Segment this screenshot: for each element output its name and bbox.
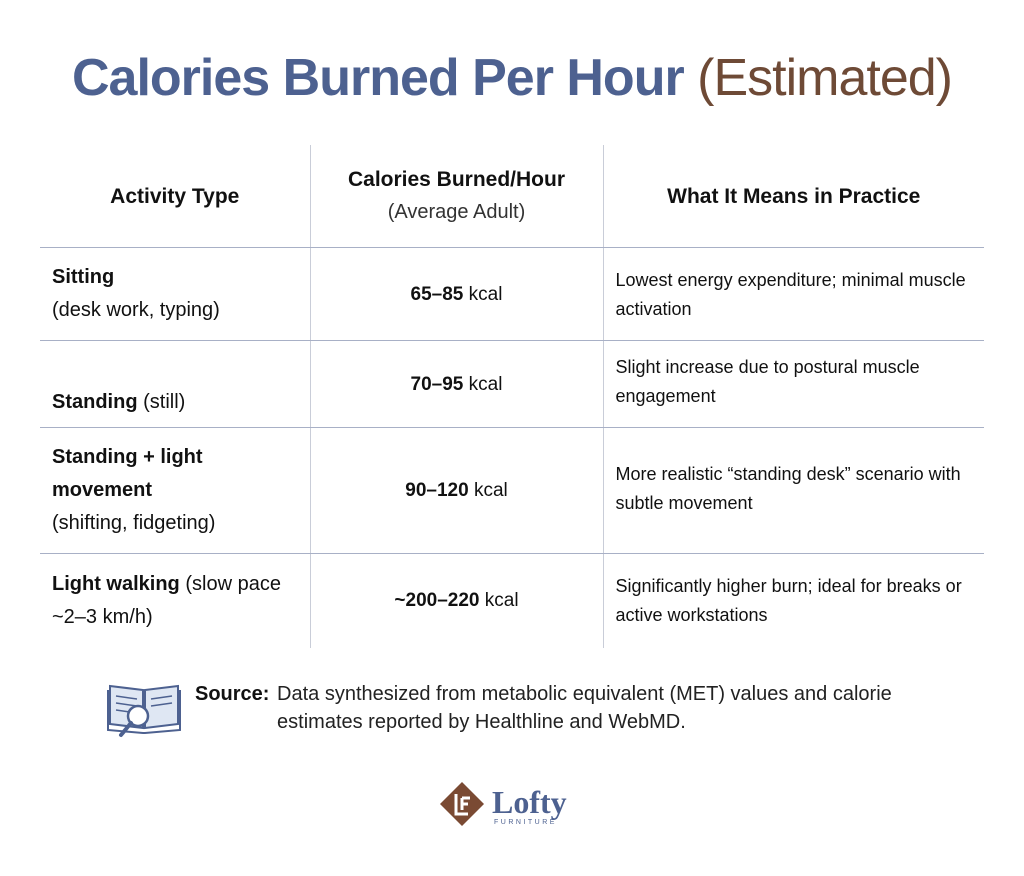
activity-name: Standing — [52, 391, 138, 413]
activity-name: Light walking — [52, 572, 180, 595]
calories-range: 65–85 — [410, 283, 464, 305]
table-row: Sitting (desk work, typing) 65–85 kcal Lo… — [40, 247, 984, 341]
logo-tagline: FURNITURE — [494, 819, 557, 826]
activity-detail: (shifting, fidgeting) — [52, 512, 216, 534]
calories-cell: ~200–220 kcal — [309, 553, 603, 648]
title-main: Calories Burned Per Hour — [71, 49, 685, 107]
activity-cell: Standing + light movement (shifting, fidg… — [40, 427, 310, 554]
meaning-cell: Lowest energy expenditure; minimal muscl… — [602, 247, 984, 341]
title: Calories Burned Per Hour (Estimated) — [0, 48, 1024, 108]
header-subtitle: (Average Adult) — [387, 201, 526, 223]
meaning-cell: Significantly higher burn; ideal for bre… — [602, 553, 984, 648]
table-row: Light walking (slow pace ~2–3 km/h) ~200… — [40, 553, 984, 648]
activity-detail: (desk work, typing) — [52, 299, 220, 321]
activity-cell: Light walking (slow pace ~2–3 km/h) — [40, 554, 310, 648]
activity-name: Sitting — [52, 266, 115, 288]
source: Source: Data synthesized from metabolic … — [195, 680, 977, 736]
activity-detail: (slow pace ~2–3 km/h) — [52, 572, 281, 628]
logo-name: Lofty — [492, 784, 567, 820]
calories-unit: kcal — [484, 590, 519, 612]
calories-cell: 65–85 kcal — [309, 247, 603, 341]
activity-detail: (still) — [143, 391, 186, 413]
meaning-cell: Slight increase due to postural muscle e… — [602, 340, 984, 428]
logo-mark: Lofty FURNITURE — [440, 782, 567, 826]
header-cell: What It Means in Practice — [602, 145, 984, 248]
header-cell: Calories Burned/Hour (Average Adult) — [309, 145, 603, 248]
table-row: Standing (still) 70–95 kcal Slight incre… — [40, 340, 984, 428]
calories-range: 70–95 — [410, 373, 464, 395]
book-icon — [107, 684, 181, 737]
calories-unit: kcal — [473, 480, 508, 501]
source-label: Source: — [195, 683, 270, 705]
activity-cell: Sitting (desk work, typing) — [40, 247, 310, 341]
calories-cell: 70–95 kcal — [309, 340, 603, 428]
header-title: Calories Burned/Hour — [347, 168, 566, 191]
activity-cell: Standing (still) — [40, 340, 310, 428]
calories-range: 90–120 — [405, 480, 469, 501]
table-row: Standing + light movement (shifting, fidg… — [40, 427, 984, 554]
title-sub: (Estimated) — [697, 49, 953, 107]
calories-unit: kcal — [468, 373, 503, 395]
header-title: Activity Type — [110, 184, 240, 208]
activity-name: Standing + light movement — [52, 446, 203, 501]
calories-range: ~200–220 — [394, 590, 480, 612]
logo: Lofty FURNITURE — [438, 780, 588, 835]
source-text: Data synthesized from metabolic equivale… — [277, 683, 892, 733]
calories-cell: 90–120 kcal — [309, 427, 603, 554]
header-title: What It Means in Practice — [667, 184, 921, 208]
table: Activity Type Calories Burned/Hour (Avera… — [40, 145, 984, 648]
header-cell: Activity Type — [40, 145, 310, 248]
calories-unit: kcal — [468, 283, 503, 305]
header-row: Activity Type Calories Burned/Hour (Avera… — [40, 145, 984, 248]
meaning-cell: More realistic “standing desk” scenario … — [602, 427, 984, 554]
